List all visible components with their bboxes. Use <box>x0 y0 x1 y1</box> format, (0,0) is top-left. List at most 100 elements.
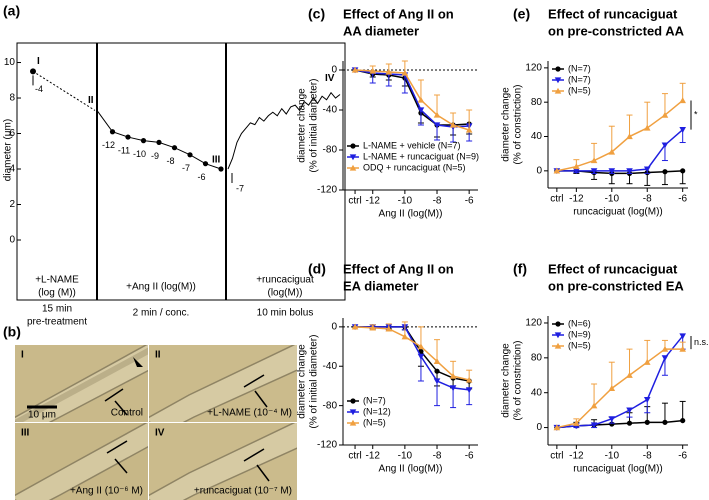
legend-marker <box>349 164 357 171</box>
data-point <box>590 168 598 175</box>
data-point <box>608 148 616 155</box>
data-point <box>626 133 633 140</box>
legend-marker <box>555 66 561 72</box>
data-point <box>662 169 668 175</box>
y-axis-label: diameter change <box>297 88 308 163</box>
dose-label: -7 <box>236 183 244 193</box>
trace-point <box>171 145 178 151</box>
chart-title: Effect of Ang II on <box>343 261 454 276</box>
data-point <box>661 345 669 352</box>
trace-frame <box>16 42 346 301</box>
y-tick-label: -80 <box>323 145 338 156</box>
y-axis-label: (% of constriction) <box>513 340 524 420</box>
significance-label: n.s. <box>694 337 709 347</box>
x-tick-label: -10 <box>398 451 413 462</box>
dose-label: -6 <box>197 172 205 182</box>
section-caption: 15 min <box>42 304 72 315</box>
series-line <box>556 129 684 172</box>
dose-label: -9 <box>151 151 159 161</box>
data-point <box>465 387 473 394</box>
x-tick-label: -12 <box>569 451 584 462</box>
data-point <box>465 376 473 383</box>
trace-point <box>218 166 224 172</box>
data-point <box>662 419 668 425</box>
section-caption: 10 min bolus <box>257 308 314 319</box>
series-line <box>355 326 470 382</box>
data-point <box>465 126 473 133</box>
section-title: +Ang II (log(M)) <box>126 282 196 293</box>
x-axis-label: runcaciguat (log(M)) <box>573 207 662 218</box>
data-point <box>433 358 441 364</box>
legend-label: (N=6) <box>568 318 591 328</box>
y-tick-label: 0 <box>536 422 542 433</box>
y-axis-label: diameter (μm) <box>3 119 14 181</box>
data-point <box>351 66 359 73</box>
panel-label: (e) <box>513 6 530 22</box>
legend-marker <box>349 409 357 416</box>
legend-marker <box>350 143 356 149</box>
data-point <box>369 67 377 74</box>
section-title: +L-NAME <box>35 275 79 286</box>
chart-title: Effect of runcaciguat <box>548 261 678 276</box>
y-axis-label: diameter change <box>501 343 512 418</box>
legend-label: L-NAME + runcaciguat (N=9) <box>363 151 479 161</box>
legend-marker <box>554 77 562 84</box>
legend-label: (N=5) <box>568 85 591 95</box>
trace-point <box>202 161 209 167</box>
data-point <box>626 407 633 414</box>
dose-label: -7 <box>182 163 190 173</box>
micrograph-1 <box>15 345 148 422</box>
y-tick-label: 8 <box>9 93 15 104</box>
data-point <box>643 397 651 403</box>
data-point <box>661 111 669 118</box>
micrograph-numeral: I <box>21 350 24 361</box>
micrograph-numeral: II <box>155 350 161 361</box>
data-point <box>385 68 393 75</box>
series-line <box>354 69 470 126</box>
data-point <box>661 355 669 362</box>
dose-label: -4 <box>35 84 43 94</box>
trace-point <box>140 138 147 144</box>
micrograph-numeral: III <box>21 428 30 439</box>
x-tick-label: -8 <box>433 196 442 207</box>
data-point <box>369 324 377 331</box>
legend-marker <box>349 419 357 426</box>
x-tick-label: -10 <box>398 196 413 207</box>
x-tick-label: ctrl <box>348 451 361 462</box>
y-tick-label: -40 <box>323 105 338 116</box>
data-point <box>433 111 441 118</box>
data-point <box>573 419 580 426</box>
x-axis-label: runcaciguat (log(M)) <box>573 464 662 475</box>
y-tick-label: 0 <box>331 322 337 333</box>
section-caption: pre-treatment <box>27 317 87 328</box>
x-tick-label: ctrl <box>550 194 563 205</box>
x-tick-label: -6 <box>678 451 687 462</box>
data-point <box>590 422 598 429</box>
data-point <box>553 167 561 174</box>
x-tick-label: -10 <box>605 451 620 462</box>
data-point <box>608 168 616 175</box>
legend-marker <box>554 342 562 349</box>
micrograph-numeral: IV <box>155 428 165 439</box>
data-point <box>661 142 669 149</box>
data-point <box>679 345 686 352</box>
data-point <box>553 424 561 431</box>
trace-point <box>30 68 36 75</box>
trace-marker: III <box>212 155 221 166</box>
data-point <box>449 372 457 379</box>
scale-bar-label: 10 μm <box>28 410 56 421</box>
y-tick-label: 40 <box>531 387 543 398</box>
panel-label: (f) <box>513 261 527 277</box>
y-axis-label: (% of initial diameter) <box>309 335 320 429</box>
data-point <box>401 333 409 340</box>
x-tick-label: -12 <box>366 196 381 207</box>
chart-title: on pre-constricted AA <box>548 23 685 38</box>
data-point <box>433 378 441 385</box>
y-tick-label: 120 <box>525 318 542 329</box>
x-tick-label: -10 <box>605 194 620 205</box>
data-point <box>608 416 616 423</box>
x-axis-label: Ang II (log(M)) <box>379 464 443 475</box>
x-axis-label: Ang II (log(M)) <box>379 209 443 220</box>
chart-title: EA diameter <box>343 278 418 293</box>
legend-marker <box>350 398 356 404</box>
